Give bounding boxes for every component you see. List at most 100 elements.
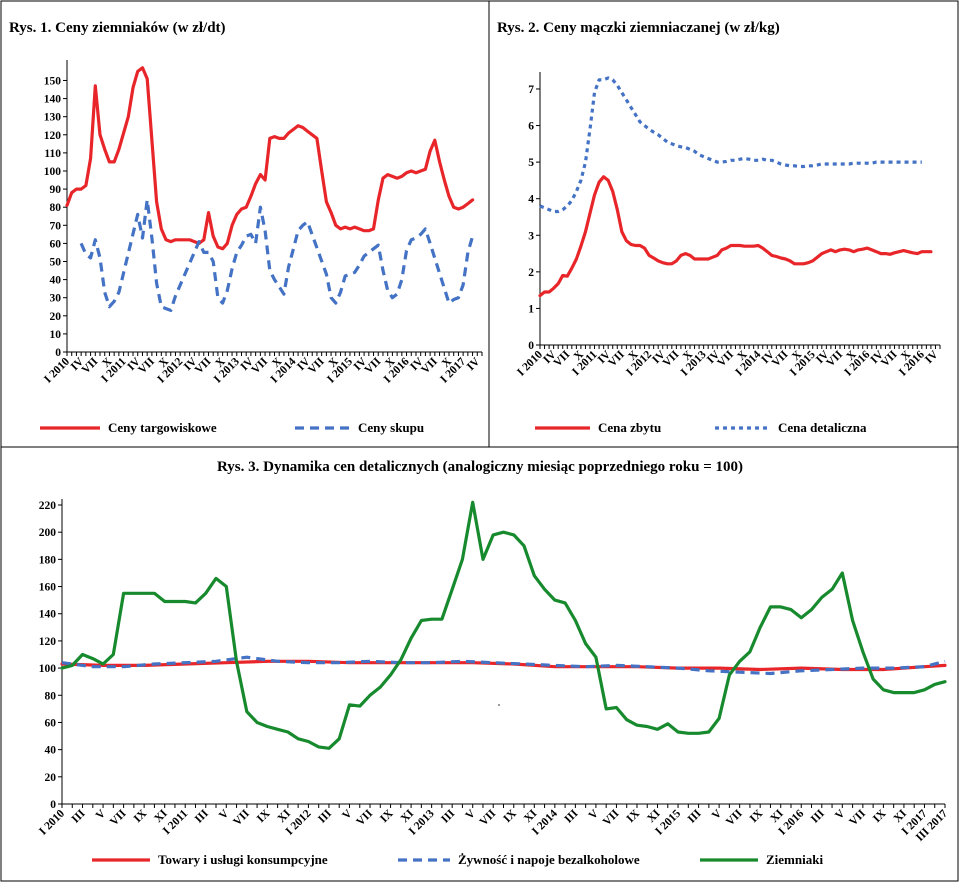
y-tick-label: 120 <box>39 636 57 648</box>
y-tick-label: 100 <box>39 663 57 675</box>
x-tick-label: VII <box>601 807 622 828</box>
y-tick-label: 60 <box>50 238 62 250</box>
x-tick-label: IX <box>871 807 889 825</box>
legend-label: Cena zbytu <box>598 420 661 435</box>
x-tick-label: VII <box>606 348 627 369</box>
x-tick-label: VII <box>724 807 745 828</box>
x-tick-label: IX <box>748 807 766 825</box>
panel-2-frame <box>488 0 959 448</box>
stray-mark <box>498 704 500 706</box>
series-line-ceny-skupu <box>79 198 475 312</box>
x-tick-label: VII <box>478 807 499 828</box>
series-line-ceny-targowiskowe <box>65 66 475 251</box>
x-tick-label: IV <box>923 348 941 366</box>
x-tick-label: VII <box>108 807 129 828</box>
x-tick-label: V <box>710 807 725 822</box>
x-tick-label: IX <box>132 807 150 825</box>
x-tick-label: V <box>463 807 478 822</box>
x-tick-label: IX <box>625 807 643 825</box>
y-tick-label: 220 <box>39 500 57 512</box>
y-tick-label: 140 <box>44 94 62 106</box>
chart-3-legend: Towary i usługi konsumpcyjne Żywność i na… <box>92 852 823 867</box>
x-tick-label: VII <box>661 348 682 369</box>
y-tick-label: 4 <box>528 194 534 206</box>
chart-2-legend: Cena zbytu Cena detaliczna <box>535 420 867 435</box>
y-tick-label: 110 <box>44 148 61 160</box>
y-tick-label: 20 <box>50 311 62 323</box>
legend-label: Cena detaliczna <box>778 420 867 435</box>
chart-2-title: Rys. 2. Ceny mączki ziemniaczanej (w zł/… <box>497 20 780 36</box>
x-tick-label: VII <box>363 355 384 376</box>
x-tick-label: IV <box>465 355 483 373</box>
x-tick-label: IX <box>501 807 519 825</box>
x-tick-label: VII <box>770 348 791 369</box>
y-tick-label: 3 <box>528 230 534 242</box>
x-tick-label: VII <box>306 355 327 376</box>
series-line-cena-zbytu <box>538 175 933 298</box>
x-tick-label: I 2010 <box>42 355 72 385</box>
x-tick-label: V <box>340 807 355 822</box>
panel-1-frame <box>0 0 490 448</box>
y-tick-label: 0 <box>55 347 61 359</box>
x-tick-label: III <box>686 807 704 825</box>
legend-label: Towary i usługi konsumpcyjne <box>158 852 328 867</box>
y-tick-label: 70 <box>50 220 62 232</box>
x-tick-label: VII <box>847 807 868 828</box>
y-tick-label: 0 <box>50 799 56 811</box>
y-tick-label: 30 <box>50 293 62 305</box>
y-tick-label: 80 <box>45 690 57 702</box>
y-tick-label: 100 <box>44 166 62 178</box>
y-tick-label: 60 <box>45 717 57 729</box>
x-tick-label: IX <box>378 807 396 825</box>
x-tick-label: V <box>833 807 848 822</box>
x-tick-label: VII <box>552 348 573 369</box>
x-tick-label: VII <box>136 355 157 376</box>
x-tick-label: I 2010 <box>515 348 545 378</box>
y-tick-label: 2 <box>528 267 534 279</box>
series-line-cena-detaliczna <box>539 76 922 214</box>
y-tick-label: 150 <box>44 75 62 87</box>
legend-label: Ceny skupu <box>358 420 424 435</box>
x-tick-label: III <box>563 807 581 825</box>
y-tick-label: 140 <box>39 609 57 621</box>
y-tick-label: 120 <box>44 130 62 142</box>
x-tick-label: VII <box>193 355 214 376</box>
y-tick-label: 7 <box>528 84 534 96</box>
series-line-ziemniaki <box>60 500 947 750</box>
y-tick-label: 20 <box>45 772 57 784</box>
y-tick-label: 200 <box>39 527 57 539</box>
y-tick-label: 130 <box>44 112 62 124</box>
legend-label: Żywność i napoje bezalkoholowe <box>458 852 640 867</box>
x-tick-label: I 2010 <box>37 807 67 837</box>
x-tick-label: VII <box>879 348 900 369</box>
chart-1-title: Rys. 1. Ceny ziemniaków (w zł/dt) <box>9 20 226 36</box>
x-tick-label: VII <box>231 807 252 828</box>
x-tick-label: V <box>587 807 602 822</box>
x-tick-label: III <box>193 807 211 825</box>
x-tick-label: VII <box>354 807 375 828</box>
x-tick-label: IX <box>255 807 273 825</box>
panel-3-frame <box>0 446 959 882</box>
x-tick-label: VII <box>715 348 736 369</box>
x-tick-label: V <box>217 807 232 822</box>
y-tick-label: 40 <box>50 275 62 287</box>
chart-3-title: Rys. 3. Dynamika cen detalicznych (analo… <box>217 459 743 475</box>
chart-1-plot: 0 10 20 30 40 50 60 70 80 90 100 110 120 130 140 150 I 2… <box>42 60 483 386</box>
y-tick-label: 6 <box>528 121 534 133</box>
y-tick-label: 80 <box>50 202 62 214</box>
y-tick-label: 40 <box>45 745 57 757</box>
x-tick-label: V <box>94 807 109 822</box>
y-tick-label: 90 <box>50 184 62 196</box>
x-tick-label: III <box>316 807 334 825</box>
legend-label: Ziemniaki <box>766 852 823 867</box>
y-tick-label: 1 <box>528 303 534 315</box>
x-tick-label: VII <box>419 355 440 376</box>
x-tick-label: VII <box>824 348 845 369</box>
y-tick-label: 0 <box>528 340 534 352</box>
x-tick-label: III <box>439 807 457 825</box>
y-tick-label: 50 <box>50 256 62 268</box>
